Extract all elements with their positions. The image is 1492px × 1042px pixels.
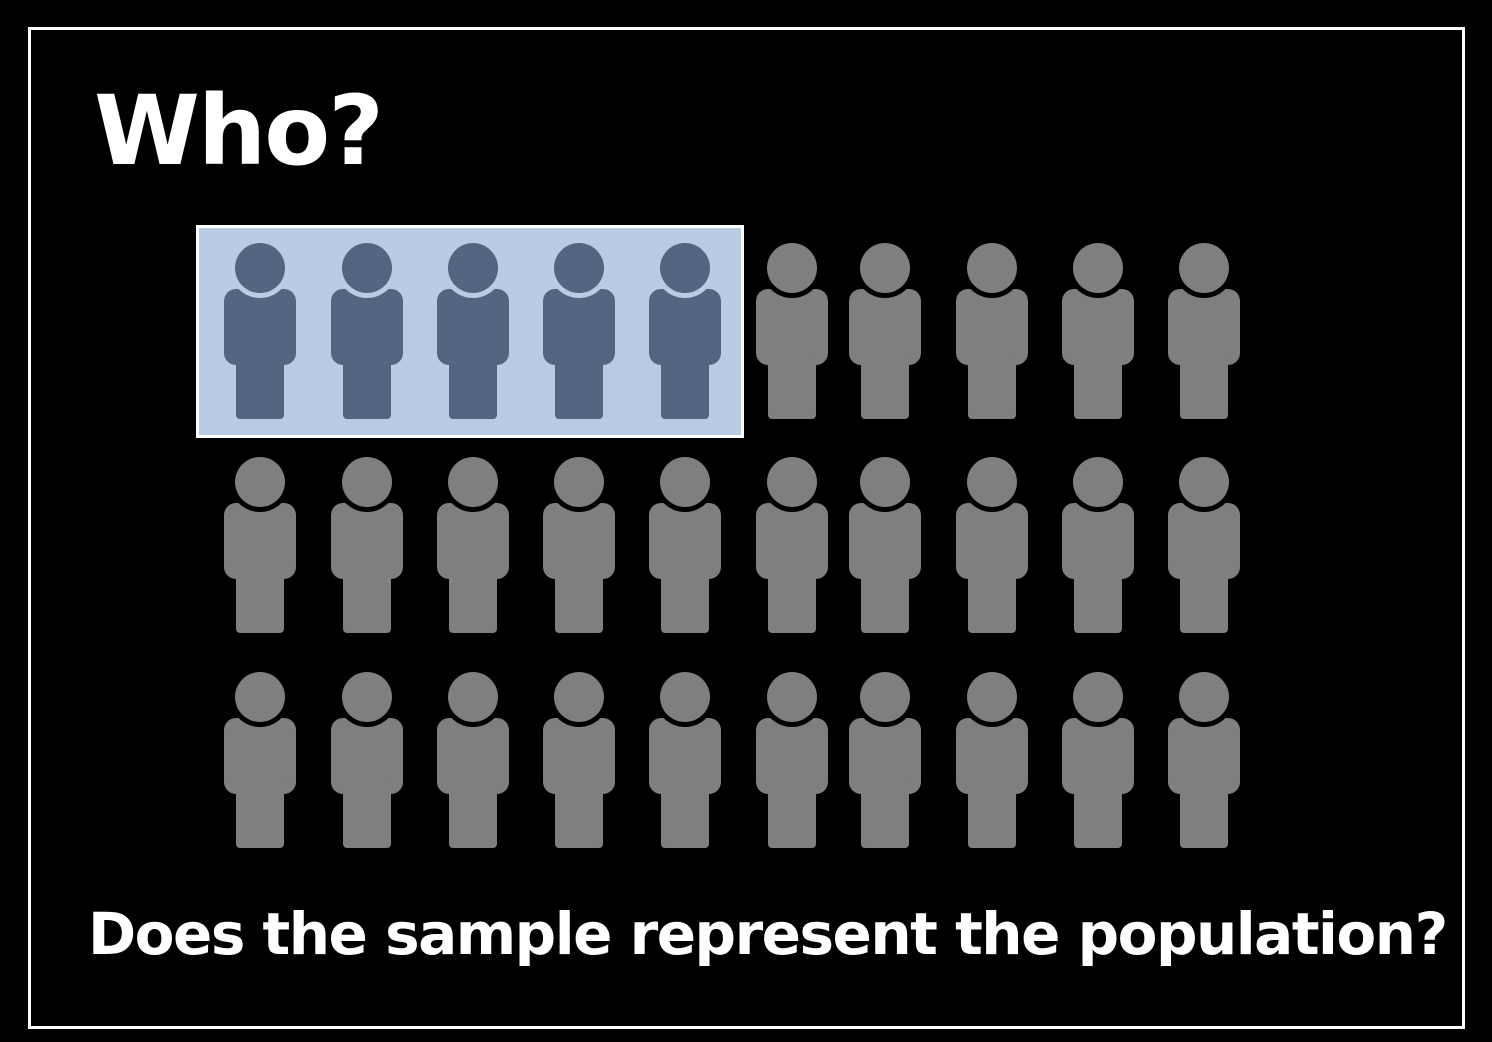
slide-frame xyxy=(28,27,1465,1029)
person-icon xyxy=(649,238,721,419)
person-icon xyxy=(543,452,615,633)
person-icon xyxy=(1168,452,1240,633)
person-icon xyxy=(849,667,921,848)
person-icon xyxy=(756,667,828,848)
person-icon xyxy=(543,667,615,848)
person-icon xyxy=(437,667,509,848)
person-icon xyxy=(649,452,721,633)
person-icon xyxy=(756,452,828,633)
person-icon xyxy=(437,238,509,419)
person-icon xyxy=(331,667,403,848)
person-icon xyxy=(1168,238,1240,419)
slide-title: Who? xyxy=(94,75,384,187)
person-icon xyxy=(956,452,1028,633)
person-icon xyxy=(956,667,1028,848)
person-icon xyxy=(849,452,921,633)
person-icon xyxy=(224,238,296,419)
person-icon xyxy=(1062,667,1134,848)
person-icon xyxy=(224,667,296,848)
person-icon xyxy=(1062,452,1134,633)
person-icon xyxy=(224,452,296,633)
person-icon xyxy=(1062,238,1134,419)
question-caption: Does the sample represent the population… xyxy=(88,900,1448,968)
person-icon xyxy=(849,238,921,419)
person-icon xyxy=(756,238,828,419)
person-icon xyxy=(543,238,615,419)
person-icon xyxy=(331,452,403,633)
person-icon xyxy=(437,452,509,633)
person-icon xyxy=(1168,667,1240,848)
person-icon xyxy=(331,238,403,419)
person-icon xyxy=(956,238,1028,419)
person-icon xyxy=(649,667,721,848)
